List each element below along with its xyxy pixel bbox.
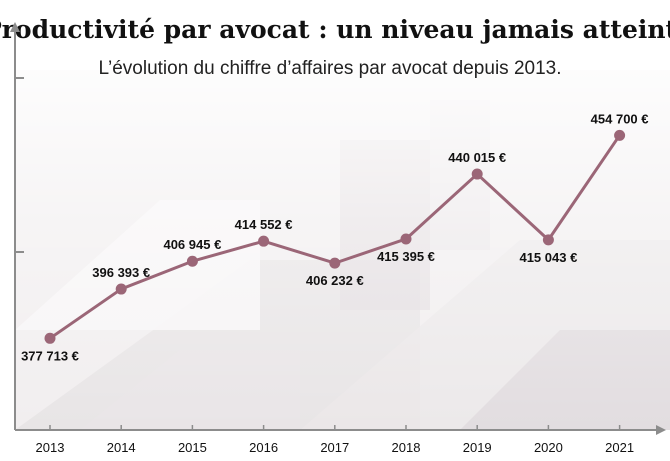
data-point xyxy=(115,283,127,295)
x-tick-label: 2018 xyxy=(392,440,421,455)
x-tick-labels-group: 2013 2014 2015 2016 2017 2018 2019 2020 2021 xyxy=(36,440,635,455)
x-tick-label: 2015 xyxy=(178,440,207,455)
data-point xyxy=(329,257,341,269)
x-tick-label: 2021 xyxy=(605,440,634,455)
data-label: 396 393 € xyxy=(92,265,150,280)
x-tick-label: 2014 xyxy=(107,440,136,455)
data-point xyxy=(258,235,270,247)
data-label: 414 552 € xyxy=(235,217,293,232)
data-label: 406 232 € xyxy=(306,273,364,288)
data-point xyxy=(542,234,554,246)
axes xyxy=(10,22,666,435)
data-point xyxy=(471,168,483,180)
data-point xyxy=(44,332,56,344)
x-tick-label: 2020 xyxy=(534,440,563,455)
data-label: 415 395 € xyxy=(377,249,435,264)
x-tick-label: 2017 xyxy=(320,440,349,455)
data-point xyxy=(614,129,626,141)
data-point xyxy=(186,255,198,267)
data-label: 377 713 € xyxy=(21,348,79,363)
data-label: 415 043 € xyxy=(519,250,577,265)
chart-subtitle: L’évolution du chiffre d’affaires par av… xyxy=(98,58,561,79)
x-axis-arrow xyxy=(656,425,666,435)
data-points-group xyxy=(44,129,626,344)
data-label: 454 700 € xyxy=(591,111,649,126)
data-labels-group: 377 713 € 396 393 € 406 945 € 414 552 € 406 … xyxy=(21,111,648,363)
data-label: 440 015 € xyxy=(448,150,506,165)
y-axis-arrow xyxy=(10,22,20,32)
chart-title: Productivité par avocat : un niveau jama… xyxy=(0,15,670,44)
data-point xyxy=(400,233,412,245)
data-label: 406 945 € xyxy=(163,237,221,252)
x-tick-label: 2019 xyxy=(463,440,492,455)
x-tick-label: 2016 xyxy=(249,440,278,455)
x-tick-label: 2013 xyxy=(36,440,65,455)
